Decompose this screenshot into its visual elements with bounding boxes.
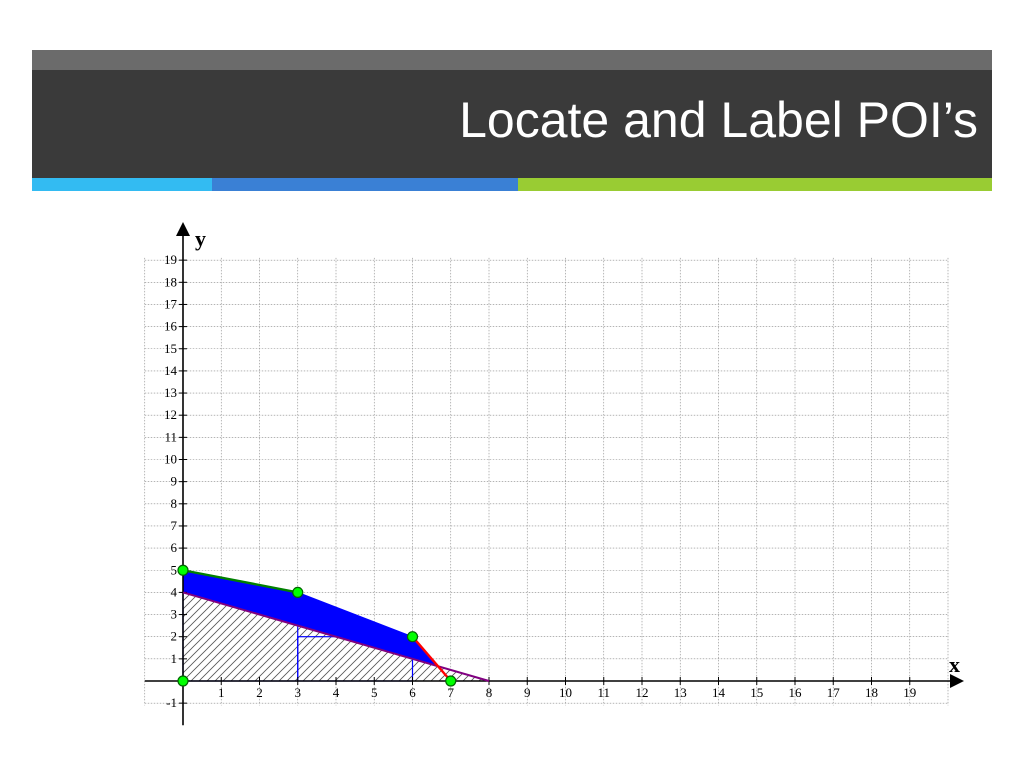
x-tick-label: 13: [674, 685, 687, 700]
y-tick-label: 12: [164, 407, 177, 422]
points-of-intersection: [177, 564, 457, 687]
title-bar-top-band: [32, 50, 992, 70]
intersection-point: [177, 675, 189, 687]
y-tick-label: 14: [164, 363, 178, 378]
intersection-point: [177, 564, 189, 576]
x-tick-label: 17: [827, 685, 841, 700]
x-tick-label: 11: [597, 685, 610, 700]
slide-title: Locate and Label POI’s: [459, 92, 978, 148]
axes: xy: [144, 222, 964, 726]
y-axis-arrow: [176, 222, 190, 236]
x-axis-label: x: [949, 652, 960, 677]
y-axis-label: y: [195, 226, 206, 251]
x-tick-label: 7: [448, 685, 455, 700]
red-line: [411, 635, 452, 682]
title-bar: Locate and Label POI’s: [32, 50, 992, 178]
y-tick-label: -1: [166, 695, 177, 710]
y-tick-label: 4: [171, 584, 178, 599]
green-line: [182, 569, 298, 594]
y-tick-label: 1: [171, 651, 178, 666]
x-tick-label: 19: [903, 685, 916, 700]
x-tick-label: 5: [371, 685, 378, 700]
intersection-point: [292, 586, 304, 599]
y-tick-label: 18: [164, 274, 177, 289]
regions: [182, 569, 489, 682]
intersection-point: [445, 675, 457, 687]
y-tick-label: 19: [164, 252, 177, 267]
x-tick-label: 1: [218, 685, 225, 700]
x-tick-label: 6: [409, 685, 416, 700]
x-tick-label: 12: [636, 685, 649, 700]
x-tick-label: 15: [750, 685, 763, 700]
y-tick-label: 15: [164, 341, 177, 356]
y-tick-label: 5: [171, 562, 178, 577]
y-tick-label: 2: [171, 629, 178, 644]
x-tick-label: 4: [333, 685, 340, 700]
accent-segment-green: [518, 178, 992, 191]
y-tick-label: 10: [164, 452, 177, 467]
x-tick-label: 3: [295, 685, 302, 700]
y-tick-label: 9: [171, 474, 178, 489]
y-tick-label: 8: [171, 496, 178, 511]
x-tick-label: 2: [256, 685, 263, 700]
accent-segment-light-blue: [32, 178, 212, 191]
constraint-lines: [182, 569, 490, 682]
x-tick-label: 9: [524, 685, 531, 700]
tick-labels: 1 2 3 4 5 6 7 8 9 10 11 12 13 14 15 16 17 18 1919181716151…: [164, 252, 916, 710]
x-tick-label: 10: [559, 685, 572, 700]
x-axis-arrow: [950, 674, 964, 688]
x-tick-label: 18: [865, 685, 878, 700]
accent-segment-blue: [212, 178, 518, 191]
x-tick-label: 14: [712, 685, 726, 700]
y-tick-label: 11: [164, 429, 177, 444]
y-tick-label: 6: [171, 540, 178, 555]
intersection-point: [406, 631, 419, 643]
y-tick-label: 17: [164, 296, 178, 311]
accent-strip: [32, 178, 992, 191]
y-tick-label: 16: [164, 319, 178, 334]
y-tick-label: 7: [171, 518, 178, 533]
x-tick-label: 16: [789, 685, 803, 700]
y-tick-label: 13: [164, 385, 177, 400]
x-tick-label: 8: [486, 685, 493, 700]
y-tick-label: 3: [171, 607, 178, 622]
